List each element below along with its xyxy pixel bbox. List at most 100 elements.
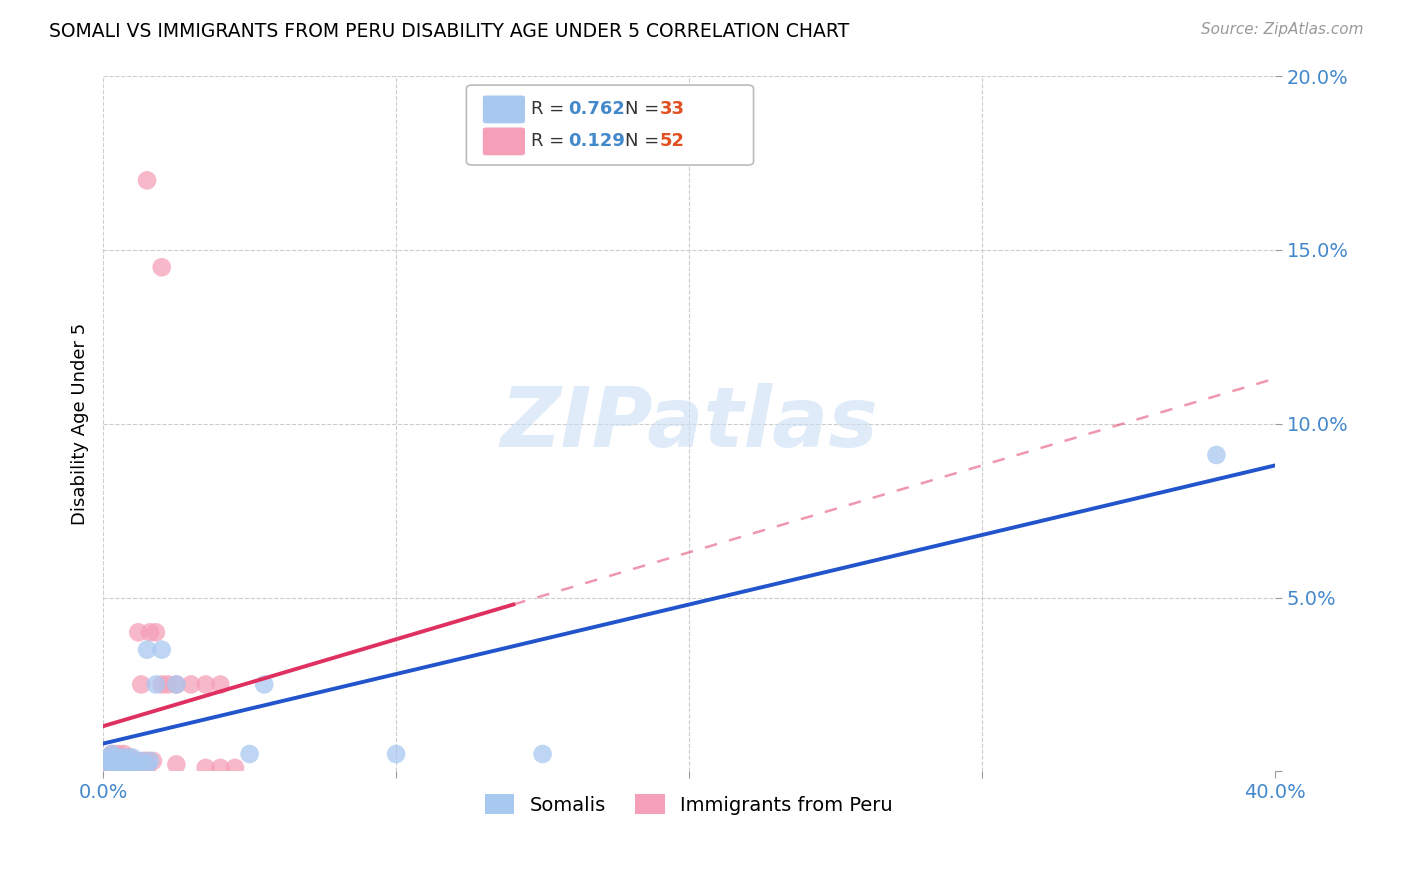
Point	[104, 750, 127, 764]
Point	[101, 754, 124, 768]
Point	[118, 754, 141, 768]
Point	[98, 750, 121, 764]
Point	[110, 754, 132, 768]
FancyBboxPatch shape	[482, 95, 524, 123]
Point	[104, 761, 127, 775]
Point	[209, 677, 232, 691]
Point	[145, 677, 167, 691]
Text: 0.762: 0.762	[568, 101, 626, 119]
Point	[107, 754, 129, 768]
Point	[209, 761, 232, 775]
Point	[118, 750, 141, 764]
Legend: Somalis, Immigrants from Peru: Somalis, Immigrants from Peru	[475, 784, 903, 824]
Point	[127, 625, 149, 640]
Point	[134, 754, 156, 768]
Point	[115, 750, 138, 764]
Point	[115, 757, 138, 772]
Point	[136, 642, 159, 657]
Text: R =: R =	[531, 101, 569, 119]
Text: N =: N =	[624, 132, 665, 151]
Point	[385, 747, 408, 761]
Text: R =: R =	[531, 132, 569, 151]
Text: 33: 33	[659, 101, 685, 119]
Point	[129, 677, 152, 691]
Point	[98, 750, 121, 764]
Point	[156, 677, 179, 691]
Point	[107, 757, 129, 772]
Point	[180, 677, 202, 691]
FancyBboxPatch shape	[482, 128, 524, 155]
Text: N =: N =	[624, 101, 665, 119]
Point	[121, 761, 143, 775]
Point	[129, 761, 152, 775]
Point	[194, 677, 217, 691]
Point	[145, 625, 167, 640]
Text: 52: 52	[659, 132, 685, 151]
Point	[107, 754, 129, 768]
Point	[136, 754, 159, 768]
Point	[104, 750, 127, 764]
Point	[104, 757, 127, 772]
Text: 0.129: 0.129	[568, 132, 626, 151]
Point	[129, 754, 152, 768]
Point	[1205, 448, 1227, 462]
Point	[115, 757, 138, 772]
Y-axis label: Disability Age Under 5: Disability Age Under 5	[72, 323, 89, 524]
Point	[194, 761, 217, 775]
Point	[165, 677, 187, 691]
Point	[107, 747, 129, 761]
Point	[112, 754, 135, 768]
Point	[136, 761, 159, 775]
Point	[104, 757, 127, 772]
Point	[121, 754, 143, 768]
Point	[110, 750, 132, 764]
Point	[112, 761, 135, 775]
Point	[110, 757, 132, 772]
Point	[110, 757, 132, 772]
Point	[136, 173, 159, 187]
Text: SOMALI VS IMMIGRANTS FROM PERU DISABILITY AGE UNDER 5 CORRELATION CHART: SOMALI VS IMMIGRANTS FROM PERU DISABILIT…	[49, 22, 849, 41]
Point	[531, 747, 554, 761]
Point	[142, 754, 165, 768]
Text: Source: ZipAtlas.com: Source: ZipAtlas.com	[1201, 22, 1364, 37]
Point	[107, 761, 129, 775]
Point	[118, 757, 141, 772]
Point	[136, 757, 159, 772]
Text: ZIPatlas: ZIPatlas	[501, 384, 877, 464]
Point	[253, 677, 276, 691]
Point	[121, 757, 143, 772]
Point	[101, 761, 124, 775]
Point	[94, 754, 117, 768]
Point	[101, 747, 124, 761]
FancyBboxPatch shape	[467, 85, 754, 165]
Point	[124, 754, 146, 768]
Point	[94, 761, 117, 775]
Point	[150, 642, 173, 657]
Point	[101, 747, 124, 761]
Point	[115, 750, 138, 764]
Point	[101, 757, 124, 772]
Point	[112, 747, 135, 761]
Point	[112, 761, 135, 775]
Point	[224, 761, 246, 775]
Point	[98, 761, 121, 775]
Point	[107, 761, 129, 775]
Point	[101, 757, 124, 772]
Point	[239, 747, 262, 761]
Point	[165, 677, 187, 691]
Point	[139, 754, 162, 768]
Point	[121, 750, 143, 764]
Point	[127, 757, 149, 772]
Point	[165, 757, 187, 772]
Point	[101, 754, 124, 768]
Point	[98, 757, 121, 772]
Point	[94, 757, 117, 772]
Point	[139, 625, 162, 640]
Point	[112, 754, 135, 768]
Point	[150, 260, 173, 275]
Point	[115, 754, 138, 768]
Point	[110, 750, 132, 764]
Point	[150, 677, 173, 691]
Point	[110, 761, 132, 775]
Point	[118, 761, 141, 775]
